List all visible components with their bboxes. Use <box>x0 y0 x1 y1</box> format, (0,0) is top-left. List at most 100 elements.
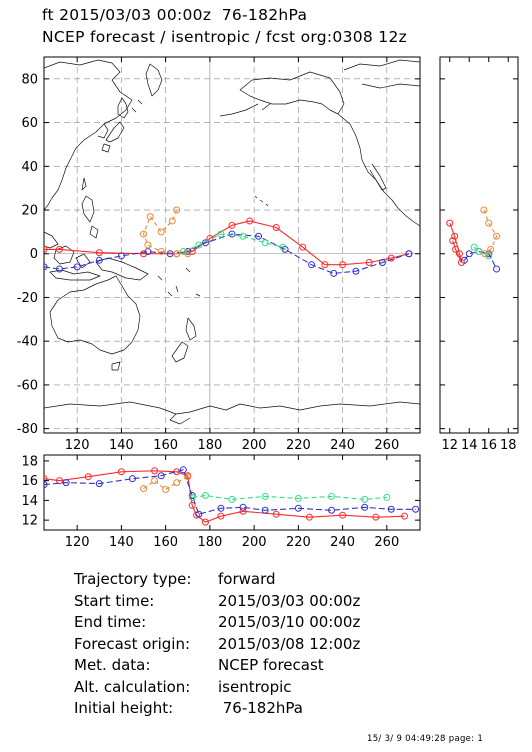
data-point-blue <box>62 479 70 487</box>
info-label: Met. data: <box>74 656 151 674</box>
x-tick-label: 240 <box>330 438 355 453</box>
data-point-blue <box>255 232 263 240</box>
series-line-red <box>449 222 462 263</box>
data-point-red <box>140 250 148 258</box>
x-tick-label: 140 <box>109 535 134 550</box>
info-label: Initial height: <box>74 699 174 717</box>
info-value: NCEP forecast <box>218 656 324 674</box>
series-line-orange <box>483 209 498 255</box>
coastlines <box>44 59 420 425</box>
data-point-green <box>228 495 236 503</box>
y-tick-label: 14 <box>21 494 38 509</box>
info-value: isentropic <box>218 677 292 696</box>
data-point-red <box>173 468 181 476</box>
data-point-blue <box>493 265 501 273</box>
series-line-blue <box>44 469 416 515</box>
data-point-orange <box>157 228 165 236</box>
data-point-green <box>217 230 225 238</box>
info-label: Forecast origin: <box>74 634 191 653</box>
info-value: 2015/03/08 12:00z <box>218 634 361 653</box>
data-point-orange <box>140 230 148 238</box>
x-tick-label: 180 <box>197 438 222 453</box>
data-point-red <box>151 467 159 475</box>
info-row: End time: 2015/03/10 00:00z <box>74 613 360 631</box>
data-point-blue <box>201 239 209 247</box>
data-point-blue <box>294 504 302 512</box>
info-value: forward <box>218 570 276 588</box>
data-point-blue <box>179 466 187 474</box>
data-point-red <box>84 473 92 481</box>
data-point-red <box>44 245 48 253</box>
data-point-red <box>401 512 409 520</box>
x-tick-label: 220 <box>286 438 311 453</box>
y-tick-label: -60 <box>17 378 38 393</box>
data-point-blue <box>44 263 48 271</box>
data-point-orange <box>162 486 170 494</box>
data-point-red <box>95 249 103 257</box>
y-tick-label: -40 <box>17 335 38 350</box>
page-footer: 15/ 3/ 9 04:49:28 page: 1 <box>367 734 484 744</box>
x-tick-label: 120 <box>65 535 90 550</box>
data-point-blue <box>281 245 289 253</box>
data-point-blue <box>195 510 203 518</box>
data-point-blue <box>352 267 360 275</box>
pressure-time-panel: 120 140 160 180 200 220 240 260 12 14 16 18 <box>21 454 421 550</box>
data-point-orange <box>481 250 489 258</box>
data-point-orange <box>146 213 154 221</box>
data-point-red <box>449 237 457 245</box>
chart-title-line-1: ft 2015/03/03 00:00z 76-182hPa <box>42 6 308 24</box>
data-point-red <box>228 221 236 229</box>
data-point-red <box>321 261 329 269</box>
y-tick-label: 20 <box>21 204 38 219</box>
data-point-red <box>117 468 125 476</box>
data-point-blue <box>144 248 152 256</box>
y-tick-label: 0 <box>30 247 38 262</box>
y-tick-label: 40 <box>21 160 38 175</box>
data-point-green <box>195 241 203 249</box>
data-point-blue <box>378 258 386 266</box>
chart-title-line-2: NCEP forecast / isentropic / fcst org:03… <box>42 28 408 46</box>
data-point-blue <box>128 475 136 483</box>
info-label: Trajectory type: <box>74 570 192 588</box>
data-point-orange <box>140 485 148 493</box>
data-point-blue <box>55 265 63 273</box>
data-point-red <box>239 507 247 515</box>
info-row: Alt. calculation: isentropic <box>74 678 292 696</box>
info-value: 2015/03/03 00:00z <box>218 591 361 610</box>
data-point-orange <box>157 248 165 256</box>
series-line-green <box>473 246 490 257</box>
data-point-orange <box>173 250 181 258</box>
data-point-blue <box>73 263 81 271</box>
series-line-orange <box>143 476 189 491</box>
data-point-green <box>279 243 287 251</box>
x-tick-label: 160 <box>153 438 178 453</box>
y-tick-label: 60 <box>21 116 38 131</box>
data-point-orange <box>173 206 181 214</box>
x-tick-label: 220 <box>286 535 311 550</box>
data-point-blue <box>330 269 338 277</box>
x-tick-label: 140 <box>109 438 134 453</box>
x-tick-label: 180 <box>197 535 222 550</box>
x-tick-label: 160 <box>153 535 178 550</box>
x-tick-label: 14 <box>461 438 478 453</box>
data-point-orange <box>173 479 181 487</box>
info-row: Met. data: NCEP forecast <box>74 656 324 674</box>
data-point-red <box>446 219 454 227</box>
data-point-green <box>470 243 478 251</box>
data-point-orange <box>184 473 192 481</box>
x-tick-label: 260 <box>374 535 399 550</box>
data-point-blue <box>405 250 413 258</box>
data-point-orange <box>485 219 493 227</box>
y-tick-label: -20 <box>17 291 38 306</box>
y-tick-label: 18 <box>21 454 38 469</box>
data-point-orange <box>487 245 495 253</box>
data-point-red <box>365 258 373 266</box>
data-point-blue <box>412 505 420 513</box>
x-tick-label: 240 <box>330 535 355 550</box>
data-point-blue <box>217 504 225 512</box>
data-point-orange <box>144 241 152 249</box>
series-line-orange <box>142 209 188 255</box>
series-line-green <box>192 494 387 500</box>
data-point-green <box>294 494 302 502</box>
